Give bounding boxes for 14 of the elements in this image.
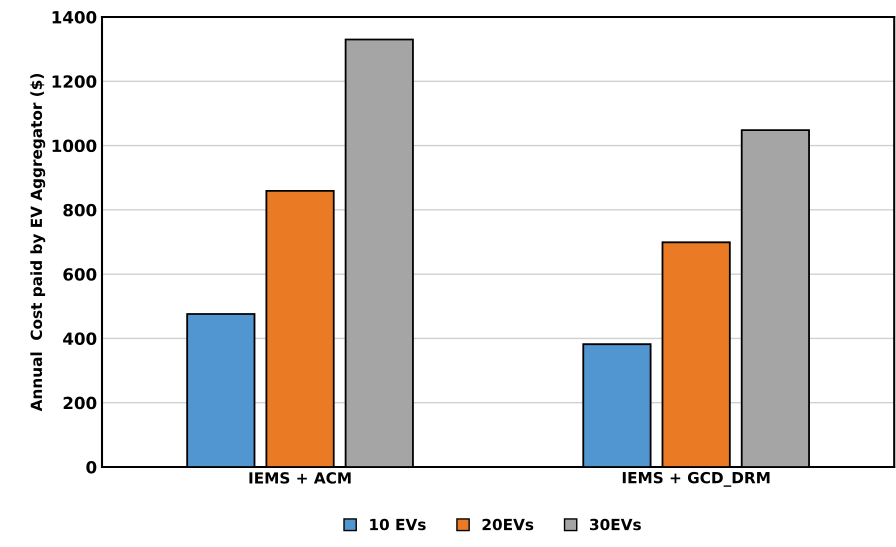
x-tick-label: IEMS + GCD_DRM xyxy=(622,472,770,487)
y-tick-label: 200 xyxy=(64,396,96,410)
x-tick-label: IEMS + ACM xyxy=(249,472,351,484)
y-tick-label: 1400 xyxy=(52,10,96,24)
y-tick-label: 600 xyxy=(63,268,96,281)
y-tick-label: 0 xyxy=(86,460,96,474)
legend-label: 20EVs xyxy=(482,518,534,530)
y-tick-label: 400 xyxy=(63,332,96,345)
legend-label: 10 EVs xyxy=(370,518,426,530)
y-tick-label: 1000 xyxy=(52,140,96,152)
y-tick-label: 800 xyxy=(63,204,96,216)
y-axis-title: Annual Cost paid by EV Aggregator ($) xyxy=(30,74,46,412)
legend-label: 30EVs xyxy=(590,518,641,530)
y-tick-label: 1200 xyxy=(52,75,96,88)
